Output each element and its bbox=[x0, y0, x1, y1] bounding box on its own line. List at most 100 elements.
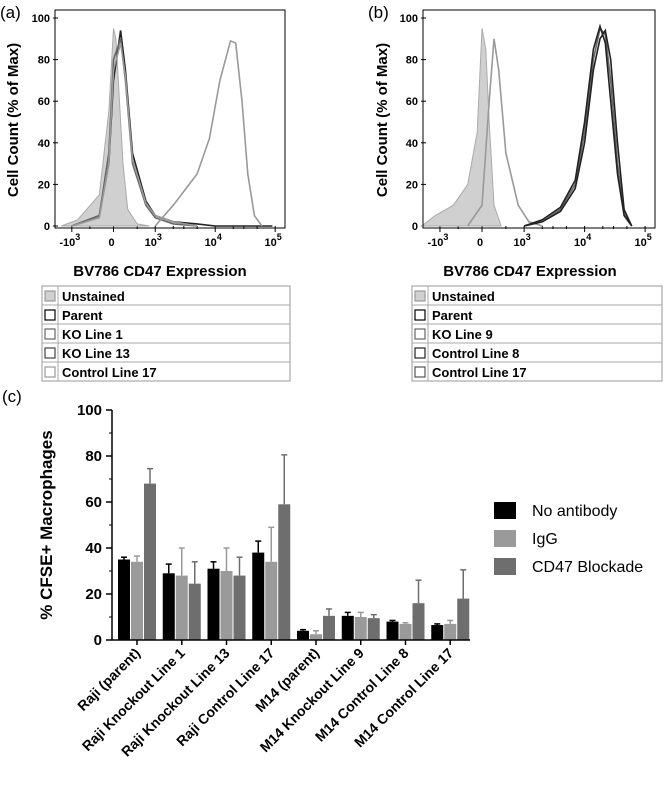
legend-swatch bbox=[44, 366, 56, 378]
panel-a-histograms bbox=[61, 28, 273, 227]
panel-a-xlabel: BV786 CD47 Expression bbox=[73, 263, 246, 280]
legend-swatch bbox=[414, 366, 426, 378]
legend-label: KO Line 13 bbox=[62, 346, 130, 361]
bar-cd47-blockade bbox=[412, 603, 425, 640]
panel-c-label: (c) bbox=[2, 387, 22, 406]
legend-label: Control Line 17 bbox=[62, 365, 157, 380]
x-tick-label: -103 bbox=[59, 232, 80, 249]
legend-swatch bbox=[414, 347, 426, 359]
bar-no-antibody bbox=[207, 568, 220, 640]
bar-igg bbox=[310, 634, 322, 640]
y-tick-label: 0 bbox=[94, 632, 102, 649]
panel-b-y-axis: 0 20 40 60 80 100 bbox=[400, 13, 426, 233]
bar-igg bbox=[175, 575, 188, 640]
panel-b-plot-frame bbox=[422, 9, 656, 229]
panel-c-bars bbox=[118, 454, 470, 640]
bar-igg bbox=[220, 571, 233, 640]
bar-no-antibody bbox=[118, 559, 130, 640]
histogram-parent bbox=[467, 38, 543, 227]
panel-a-ylabel: Cell Count (% of Max) bbox=[5, 43, 22, 197]
bar-cd47-blockade bbox=[278, 504, 291, 640]
legend-label: Parent bbox=[432, 308, 473, 323]
y-tick-label: 80 bbox=[85, 448, 102, 465]
legend-swatch bbox=[414, 328, 426, 340]
x-tick-label: 103 bbox=[145, 232, 162, 249]
histogram-ko-line-13 bbox=[71, 42, 198, 227]
panel-b-legend: Unstained Parent KO Line 9 Control Line 8 Co… bbox=[411, 285, 663, 382]
panel-b-ylabel: Cell Count (% of Max) bbox=[374, 43, 391, 197]
panel-a-label: (a) bbox=[0, 3, 21, 22]
histogram-unstained bbox=[420, 28, 502, 227]
legend-label: Control Line 8 bbox=[432, 346, 519, 361]
y-tick-label: 20 bbox=[38, 179, 50, 191]
panel-a-y-axis: 0 20 40 60 80 100 bbox=[32, 13, 58, 233]
panel-c-ylabel: % CFSE+ Macrophages bbox=[37, 430, 56, 619]
histogram-ko-line-9 bbox=[523, 26, 633, 227]
x-tick-label: 104 bbox=[205, 232, 222, 249]
legend-swatch bbox=[44, 347, 56, 359]
legend-label: Control Line 17 bbox=[432, 365, 527, 380]
x-tick-label: 105 bbox=[634, 232, 651, 249]
panel-c-legend: No antibody IgG CD47 Blockade bbox=[494, 502, 643, 576]
bar-igg bbox=[399, 623, 412, 640]
legend-frame bbox=[41, 285, 291, 382]
y-tick-label: 100 bbox=[32, 13, 50, 25]
panel-b-xlabel: BV786 CD47 Expression bbox=[443, 263, 616, 280]
bar-no-antibody bbox=[386, 621, 399, 640]
bar-no-antibody bbox=[297, 630, 309, 640]
legend-label-cd47-blockade: CD47 Blockade bbox=[532, 559, 643, 576]
y-tick-label: 100 bbox=[77, 402, 102, 419]
legend-label: Parent bbox=[62, 308, 103, 323]
histogram-control-line-17 bbox=[154, 39, 263, 227]
histogram-control-line-17 bbox=[523, 28, 633, 227]
x-tick-label: 104 bbox=[574, 232, 591, 249]
x-tick-label: 103 bbox=[513, 232, 530, 249]
legend-swatch bbox=[44, 290, 56, 302]
legend-label: KO Line 9 bbox=[432, 327, 493, 342]
y-tick-label: 80 bbox=[406, 55, 418, 67]
legend-label: Unstained bbox=[62, 289, 125, 304]
legend-swatch-igg bbox=[494, 530, 516, 547]
y-tick-label: 40 bbox=[38, 138, 50, 150]
panel-b-x-axis: -103 0 103 104 105 bbox=[427, 226, 652, 249]
y-tick-label: 40 bbox=[406, 138, 418, 150]
y-tick-label: 100 bbox=[400, 13, 418, 25]
bar-igg bbox=[131, 561, 143, 640]
panel-a-x-axis: -103 0 103 104 105 bbox=[59, 226, 282, 249]
histogram-unstained bbox=[61, 28, 150, 227]
legend-label-no-antibody: No antibody bbox=[532, 503, 617, 520]
panel-a-plot-frame bbox=[54, 9, 286, 229]
panel-a-legend: Unstained Parent KO Line 1 KO Line 13 Contro… bbox=[41, 285, 291, 382]
legend-swatch bbox=[44, 309, 56, 321]
panel-b-label: (b) bbox=[368, 3, 389, 22]
bar-cd47-blockade bbox=[188, 583, 201, 640]
legend-label: KO Line 1 bbox=[62, 327, 123, 342]
x-tick-label: 0 bbox=[108, 237, 114, 249]
bar-cd47-blockade bbox=[457, 598, 470, 640]
panel-c-y-axis: 0 20 40 60 80 100 bbox=[77, 402, 112, 649]
legend-label-igg: IgG bbox=[532, 531, 558, 548]
y-tick-label: 20 bbox=[406, 179, 418, 191]
legend-swatch bbox=[44, 328, 56, 340]
bar-igg bbox=[444, 623, 457, 640]
legend-swatch bbox=[414, 309, 426, 321]
y-tick-label: 0 bbox=[412, 221, 418, 233]
x-tick-label: -103 bbox=[427, 232, 448, 249]
legend-frame bbox=[411, 285, 663, 382]
legend-swatch bbox=[414, 290, 426, 302]
y-tick-label: 80 bbox=[38, 55, 50, 67]
x-tick-label: 105 bbox=[265, 232, 282, 249]
legend-swatch-no-antibody bbox=[494, 502, 516, 519]
legend-swatch-cd47-blockade bbox=[494, 558, 516, 575]
bar-no-antibody bbox=[252, 552, 265, 640]
bar-no-antibody bbox=[431, 625, 444, 640]
bar-cd47-blockade bbox=[233, 575, 246, 640]
histogram-control-line-8 bbox=[523, 23, 633, 227]
y-tick-label: 40 bbox=[85, 540, 102, 557]
bar-cd47-blockade bbox=[323, 615, 335, 640]
y-tick-label: 60 bbox=[85, 494, 102, 511]
bar-cd47-blockade bbox=[367, 618, 380, 640]
bar-no-antibody bbox=[341, 615, 354, 640]
